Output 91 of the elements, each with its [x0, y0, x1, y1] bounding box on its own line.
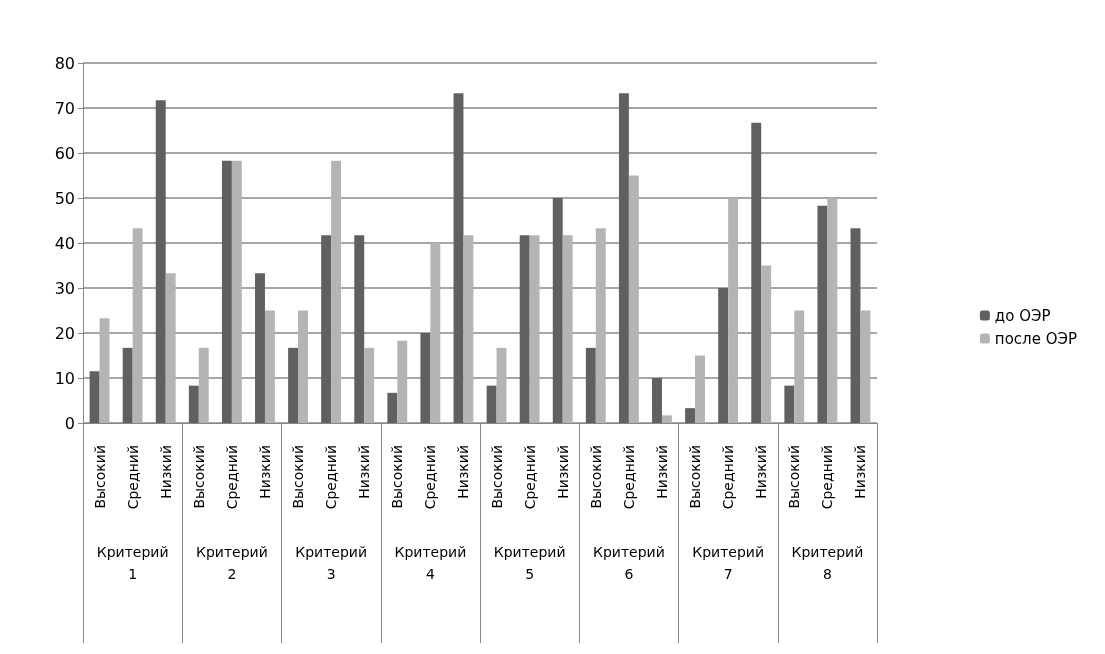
- bar: [695, 355, 705, 423]
- text: Критерий 6: [592, 544, 665, 582]
- bar: [321, 235, 332, 423]
- bar: [618, 93, 629, 423]
- x-tick-label: Высокий: [290, 445, 307, 509]
- bar: [264, 310, 275, 423]
- y-tick-label: 10: [54, 368, 75, 388]
- x-tick-label: Средний: [223, 445, 240, 510]
- text: Критерий 3: [295, 544, 368, 582]
- y-tick-label: 70: [54, 98, 75, 118]
- bar: [585, 347, 596, 423]
- x-tick-label: Высокий: [786, 445, 803, 509]
- legend-label: после ОЭР: [994, 329, 1078, 348]
- x-tick-label: Средний: [720, 445, 737, 510]
- y-tick-label: 30: [54, 278, 75, 298]
- bar: [784, 385, 795, 423]
- text: Критерий 8: [791, 544, 864, 582]
- bar: [817, 205, 828, 423]
- x-tick-label: Высокий: [389, 445, 406, 509]
- x-tick-label: Низкий: [356, 445, 373, 499]
- bar: [860, 310, 871, 423]
- bar: [486, 385, 497, 423]
- y-tick-label: 0: [64, 413, 75, 433]
- bar: [165, 273, 176, 423]
- bar: [430, 243, 441, 423]
- bar: [761, 265, 772, 423]
- bar: [122, 347, 133, 423]
- bar: [397, 340, 408, 423]
- bar: [231, 160, 242, 423]
- bar: [364, 347, 375, 423]
- bar: [718, 288, 729, 423]
- x-tick-label: Высокий: [687, 445, 704, 509]
- bar: [652, 378, 662, 423]
- x-tick-label: Низкий: [653, 445, 670, 499]
- bar: [99, 318, 110, 423]
- bar: [850, 228, 861, 423]
- text: Критерий 7: [692, 544, 765, 582]
- bar: [628, 175, 639, 423]
- bar: [595, 228, 606, 423]
- x-tick-label: Низкий: [256, 445, 273, 499]
- bar: [728, 198, 739, 423]
- bar: [519, 235, 530, 423]
- bar: [496, 347, 507, 423]
- bar: [420, 333, 431, 423]
- legend-label: до ОЭР: [994, 306, 1051, 325]
- bar: [354, 235, 365, 423]
- bar: [89, 371, 100, 423]
- bar: [751, 122, 762, 423]
- bar: [255, 273, 265, 423]
- bar: [298, 310, 308, 423]
- bar: [661, 415, 672, 423]
- bar: [155, 100, 166, 423]
- text: Критерий 1: [96, 544, 169, 582]
- bar: [132, 228, 143, 423]
- y-tick-label: 50: [54, 188, 75, 208]
- text: Критерий 4: [394, 544, 467, 582]
- x-tick-label: Высокий: [190, 445, 207, 509]
- x-tick-label: Средний: [124, 445, 141, 510]
- bar: [827, 198, 838, 423]
- bar: [221, 160, 232, 423]
- bar: [552, 198, 563, 423]
- y-tick-label: 40: [54, 233, 75, 253]
- x-tick-label: Средний: [323, 445, 340, 510]
- bar: [794, 310, 805, 423]
- bar: [198, 347, 209, 423]
- x-tick-label: Низкий: [753, 445, 770, 499]
- bar: [685, 408, 696, 423]
- x-tick-label: Средний: [521, 445, 538, 510]
- bar: [387, 392, 398, 423]
- y-tick-label: 80: [54, 53, 75, 73]
- x-tick-label: Низкий: [455, 445, 472, 499]
- bar: [463, 235, 474, 423]
- bar: [529, 235, 540, 423]
- bar: [331, 160, 342, 423]
- text: Критерий 5: [493, 544, 566, 582]
- x-tick-label: Средний: [819, 445, 836, 510]
- bar: [188, 385, 199, 423]
- x-tick-label: Высокий: [587, 445, 604, 509]
- x-tick-label: Средний: [422, 445, 439, 510]
- y-tick-label: 20: [54, 323, 75, 343]
- x-tick-label: Низкий: [157, 445, 174, 499]
- y-tick-label: 60: [54, 143, 75, 163]
- text: Критерий 2: [195, 544, 268, 582]
- bar: [453, 93, 464, 423]
- x-tick-label: Низкий: [852, 445, 869, 499]
- x-tick-label: Высокий: [91, 445, 108, 509]
- x-tick-label: Средний: [620, 445, 637, 510]
- bar: [288, 347, 299, 423]
- x-tick-label: Низкий: [554, 445, 571, 499]
- x-tick-label: Высокий: [488, 445, 505, 509]
- bar: [562, 235, 573, 423]
